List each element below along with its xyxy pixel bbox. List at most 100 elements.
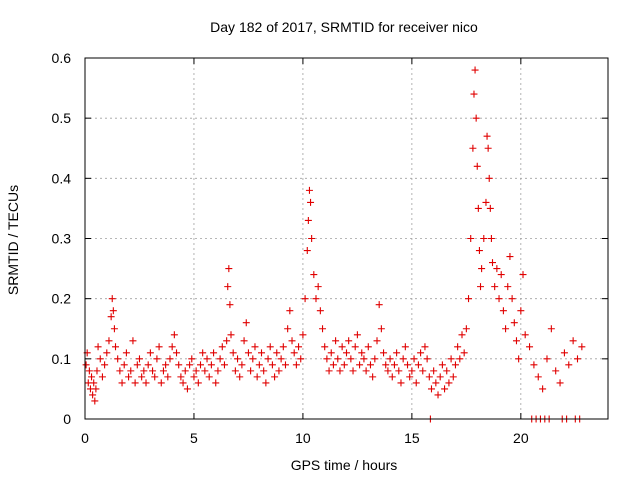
data-point xyxy=(224,283,232,291)
data-point xyxy=(262,379,270,387)
data-point xyxy=(312,295,320,303)
data-point xyxy=(373,337,381,345)
data-point xyxy=(220,361,228,369)
data-point xyxy=(393,349,401,357)
data-point xyxy=(388,373,396,381)
data-point xyxy=(268,361,276,369)
point-layer xyxy=(82,66,586,423)
data-point xyxy=(314,283,322,291)
data-point xyxy=(530,361,538,369)
data-point xyxy=(82,361,90,369)
y-axis-title: SRMTID / TECUs xyxy=(5,185,21,295)
data-point xyxy=(469,144,477,152)
data-point xyxy=(499,307,507,315)
data-point xyxy=(260,367,268,375)
data-point xyxy=(88,373,96,381)
data-point xyxy=(186,361,194,369)
data-point xyxy=(91,397,99,405)
data-point xyxy=(201,367,209,375)
data-point xyxy=(192,367,200,375)
data-point xyxy=(149,367,157,375)
data-point xyxy=(399,355,407,363)
data-point xyxy=(305,186,313,194)
data-point xyxy=(417,349,425,357)
data-point xyxy=(279,343,287,351)
data-point xyxy=(308,235,316,242)
chart-title: Day 182 of 2017, SRMTID for receiver nic… xyxy=(210,19,478,35)
data-point xyxy=(234,355,242,363)
data-point xyxy=(539,385,547,393)
data-point xyxy=(347,355,355,363)
data-point xyxy=(512,337,520,345)
x-axis-title: GPS time / hours xyxy=(291,457,398,473)
data-point xyxy=(205,373,213,381)
data-point xyxy=(173,349,181,357)
data-point xyxy=(508,295,516,303)
data-point xyxy=(329,361,337,369)
data-point xyxy=(162,361,170,369)
data-point xyxy=(299,331,307,339)
data-point xyxy=(166,355,174,363)
data-point xyxy=(210,349,218,357)
y-tick-label: 0.4 xyxy=(52,170,72,186)
data-point xyxy=(377,325,385,333)
data-point xyxy=(207,361,215,369)
data-point xyxy=(470,90,478,98)
data-point xyxy=(181,367,189,375)
data-point xyxy=(292,361,300,369)
data-point xyxy=(249,355,257,363)
data-point xyxy=(573,355,581,363)
data-point xyxy=(569,337,577,345)
data-point xyxy=(515,355,523,363)
data-point xyxy=(157,379,165,387)
data-point xyxy=(90,379,98,387)
data-point xyxy=(369,373,377,381)
data-point xyxy=(386,355,394,363)
data-point xyxy=(519,271,527,279)
data-point xyxy=(483,132,491,140)
data-point xyxy=(118,379,126,387)
data-point xyxy=(281,361,289,369)
data-point xyxy=(517,307,525,315)
data-point xyxy=(552,367,560,375)
x-tick-label: 0 xyxy=(81,430,89,446)
data-point xyxy=(225,265,233,273)
x-tick-label: 10 xyxy=(295,430,311,446)
data-point xyxy=(227,331,235,339)
data-point xyxy=(170,331,178,339)
y-tick-label: 0.5 xyxy=(52,110,72,126)
data-point xyxy=(275,367,283,375)
data-point xyxy=(521,331,529,339)
data-point xyxy=(404,361,412,369)
data-point xyxy=(465,295,473,303)
data-point xyxy=(495,295,503,303)
data-point xyxy=(212,379,220,387)
data-point xyxy=(258,349,266,357)
data-point xyxy=(264,355,272,363)
data-point xyxy=(183,385,191,393)
data-point xyxy=(421,343,429,351)
data-point xyxy=(116,367,124,375)
data-point xyxy=(307,198,315,206)
data-point xyxy=(484,144,492,152)
data-point xyxy=(303,247,311,255)
data-point xyxy=(105,337,113,345)
data-point xyxy=(423,355,431,363)
data-point xyxy=(480,235,488,242)
data-point xyxy=(358,349,366,357)
data-point xyxy=(332,337,340,345)
data-point xyxy=(114,355,122,363)
data-point xyxy=(432,379,440,387)
data-point xyxy=(101,361,109,369)
data-point xyxy=(226,301,234,309)
data-point xyxy=(340,361,348,369)
data-point xyxy=(323,355,331,363)
data-point xyxy=(316,307,324,315)
data-point xyxy=(110,325,118,333)
data-point xyxy=(380,349,388,357)
data-point xyxy=(578,343,586,351)
data-point xyxy=(218,343,226,351)
data-point xyxy=(338,343,346,351)
data-point xyxy=(345,337,353,345)
